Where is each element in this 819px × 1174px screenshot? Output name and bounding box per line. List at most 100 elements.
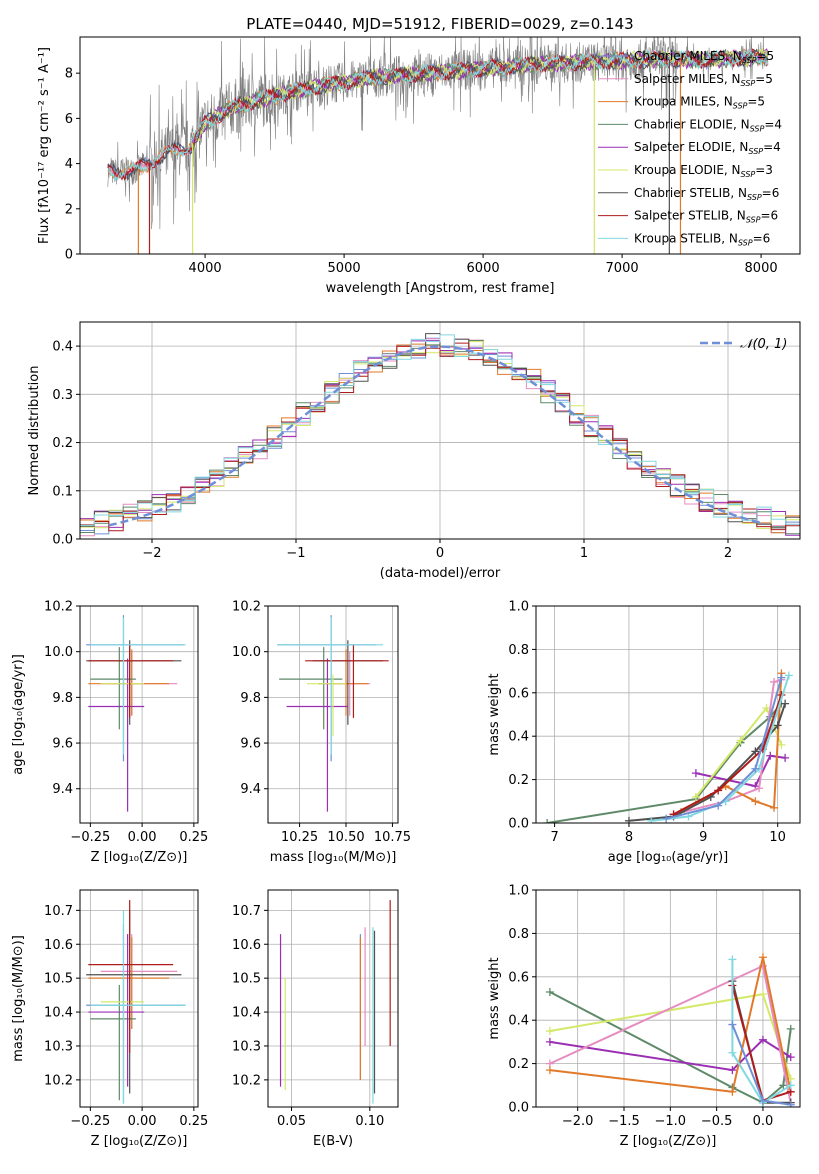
marker-kroupa_elodie <box>736 736 745 745</box>
model-line-kroupa_elodie <box>190 48 768 151</box>
panel-age_vs_mass: 10.25 10.50 10.75 9.4 9.6 9.8 10.0 10.2 mass [lo… <box>232 600 411 866</box>
marker-kroupa_elodie <box>545 1027 554 1036</box>
plot-area <box>279 900 391 1104</box>
y-tick-label: 0.1 <box>52 484 73 499</box>
x-axis-label: age [log₁₀(age/yr)] <box>608 850 729 865</box>
x-tick-label: 10 <box>769 830 786 845</box>
x-tick-label: −0.25 <box>70 1114 110 1129</box>
marker-kroupa_stelib <box>728 1048 737 1057</box>
mass-weight-line-kroupa_stelib <box>651 675 790 822</box>
mass-weight-line-salpeter_stelib <box>731 985 791 1102</box>
y-tick-label: 10.2 <box>44 1073 73 1088</box>
x-tick-label: −0.25 <box>70 830 110 845</box>
marker-chabrier_miles <box>786 1100 795 1107</box>
y-tick-label: 0.8 <box>508 927 529 942</box>
axes-frame <box>79 889 199 1108</box>
data-spectrum-line <box>107 37 769 230</box>
marker-chabrier_elodie <box>779 1081 788 1090</box>
x-axis-label: mass [log₁₀(M/M⊙)] <box>270 850 397 865</box>
y-tick-label: 10.7 <box>44 904 73 919</box>
y-tick-label: 0.3 <box>52 388 73 403</box>
x-tick-label: 0.25 <box>179 1114 208 1129</box>
legend: Chabrier MILES, NSSP=5 Salpeter MILES, NS… <box>598 49 782 247</box>
panel-residuals: −2 −1 0 1 2 0.0 0.1 0.2 0.3 0.4 (data-model)/error… <box>27 321 801 581</box>
y-tick-label: 10.5 <box>232 972 261 987</box>
panel-mass_weight_vs_Z: −2.0 −1.5 −1.0 −0.5 0.0 0.0 0.2 0.4 0.6 0.8 1.0 Z [… <box>487 884 801 1149</box>
marker-chabrier_miles <box>751 764 760 773</box>
y-tick-label: 10.2 <box>232 600 261 615</box>
y-tick-label: 9.8 <box>240 691 261 706</box>
x-tick-label: 0.10 <box>355 1114 384 1129</box>
y-tick-label: 10.7 <box>232 904 261 919</box>
y-tick-label: 10.3 <box>232 1039 261 1054</box>
y-tick-label: 0.4 <box>52 340 73 355</box>
x-tick-label: −2.0 <box>562 1114 594 1129</box>
legend-label: Chabrier ELODIE, NSSP=4 <box>634 117 782 133</box>
legend-label: Salpeter ELODIE, NSSP=4 <box>634 140 781 156</box>
x-tick-label: 0.05 <box>277 1114 306 1129</box>
marker-salpeter_elodie <box>691 769 700 778</box>
x-tick-label: 0.00 <box>128 830 157 845</box>
x-tick-label: 10.50 <box>327 830 364 845</box>
marker-salpeter_elodie <box>781 753 790 762</box>
mass-weight-line-kroupa_elodie <box>695 706 783 798</box>
marker-kroupa_miles <box>545 1066 554 1075</box>
mass-weight-line-salpeter_elodie <box>549 1038 792 1072</box>
mass-weight-line-salpeter_stelib <box>673 694 783 816</box>
histogram-chabrier_stelib <box>80 333 800 529</box>
x-tick-label: 8 <box>625 830 633 845</box>
x-tick-label: 6000 <box>467 261 500 276</box>
marker-kroupa_elodie <box>762 703 771 712</box>
marker-chabrier_elodie <box>786 1024 795 1033</box>
marker-chabrier_elodie <box>545 987 554 996</box>
marker-chabrier_stelib <box>624 816 633 823</box>
x-tick-label: 5000 <box>328 261 361 276</box>
model-line-kroupa_stelib <box>107 49 768 182</box>
marker-kroupa_miles <box>769 803 778 812</box>
marker-kroupa_stelib <box>728 955 737 964</box>
y-tick-label: 1.0 <box>508 884 529 899</box>
y-tick-label: 0.4 <box>508 1014 529 1029</box>
y-tick-label: 9.8 <box>52 691 73 706</box>
axes-frame <box>79 605 199 824</box>
legend-label: Chabrier MILES, NSSP=5 <box>634 49 774 65</box>
x-tick-label: 1 <box>580 546 588 561</box>
y-tick-label: 0 <box>65 248 73 263</box>
normal-curve <box>108 345 765 527</box>
x-axis-label: Z [log₁₀(Z/Z⊙)] <box>91 1134 188 1149</box>
y-tick-label: 0.4 <box>508 730 529 745</box>
marker-salpeter_miles <box>755 784 764 793</box>
x-tick-label: 7000 <box>606 261 639 276</box>
marker-salpeter_elodie <box>545 1037 554 1046</box>
y-tick-label: 6 <box>65 112 73 127</box>
y-tick-label: 8 <box>65 67 73 82</box>
mass-weight-line-kroupa_miles <box>549 957 792 1093</box>
y-axis-label: Normed distribution <box>27 366 42 496</box>
panel-spectrum: 4000 5000 6000 7000 8000 0 2 4 6 8 wavelength [Ang… <box>37 36 801 296</box>
y-tick-label: 10.4 <box>232 1006 261 1021</box>
y-tick-label: 0.0 <box>508 1101 529 1116</box>
marker-kroupa_miles <box>758 953 767 962</box>
panel-mass_vs_ebv: 0.05 0.10 10.2 10.3 10.4 10.5 10.6 10.7 E(B-V) <box>232 889 399 1149</box>
mass-weight-line-kroupa_stelib <box>731 959 792 1105</box>
y-tick-label: 10.0 <box>44 645 73 660</box>
x-tick-label: −1 <box>286 546 305 561</box>
plot-area <box>545 953 795 1107</box>
marker-salpeter_miles <box>769 677 778 686</box>
model-line-salpeter_elodie <box>190 48 768 146</box>
marker-salpeter_elodie <box>758 1035 767 1044</box>
x-tick-label: 0.00 <box>128 1114 157 1129</box>
marker-kroupa_miles <box>728 1087 737 1096</box>
y-tick-label: 10.3 <box>44 1039 73 1054</box>
marker-kroupa_stelib <box>786 1081 795 1090</box>
marker-chabrier_miles <box>714 801 723 810</box>
x-tick-label: 10.75 <box>374 830 411 845</box>
y-tick-label: 0.0 <box>508 817 529 832</box>
marker-chabrier_stelib <box>773 721 782 730</box>
axes-frame <box>535 889 801 1108</box>
marker-chabrier_miles <box>758 1096 767 1105</box>
axes-frame <box>267 889 399 1108</box>
legend-label: Kroupa ELODIE, NSSP=3 <box>634 163 773 179</box>
y-tick-label: 4 <box>65 157 73 172</box>
